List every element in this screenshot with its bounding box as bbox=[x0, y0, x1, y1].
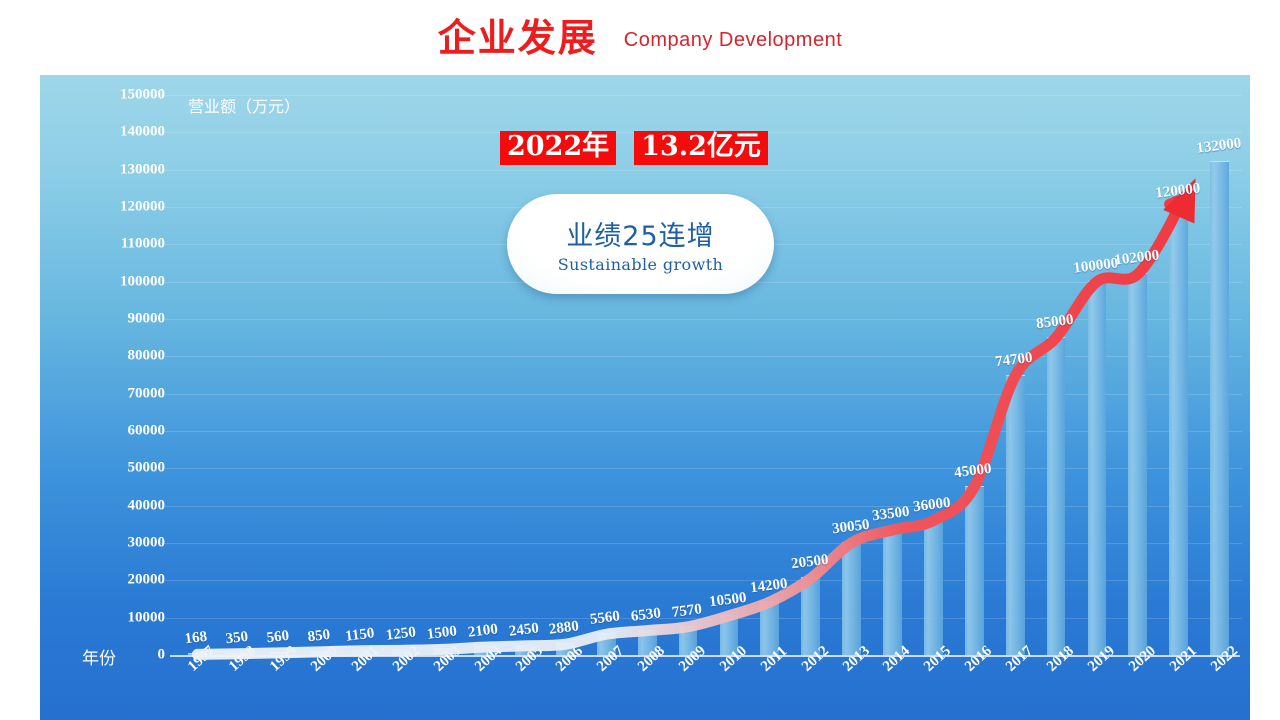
y-axis-tick: 100000 bbox=[120, 273, 165, 290]
gridline bbox=[165, 169, 1242, 171]
y-axis-tick: 0 bbox=[157, 646, 166, 663]
bar bbox=[1169, 206, 1189, 655]
bar bbox=[923, 519, 943, 655]
badge-year: 2022年 bbox=[500, 131, 617, 166]
y-axis-tick: 40000 bbox=[127, 497, 166, 514]
bar-value-label: 7570 bbox=[671, 601, 703, 621]
badge-value: 13.2亿元 bbox=[634, 131, 768, 166]
y-axis-tick: 110000 bbox=[120, 235, 165, 252]
growth-callout: 业绩25连增 Sustainable growth bbox=[507, 194, 774, 294]
bar-value-label: 350 bbox=[225, 628, 250, 648]
y-axis-title: 营业额（万元） bbox=[188, 97, 301, 116]
y-axis-tick: 80000 bbox=[127, 347, 166, 364]
bar-value-label: 2450 bbox=[507, 620, 540, 640]
y-axis-tick: 10000 bbox=[127, 609, 166, 626]
y-axis-tick: 90000 bbox=[127, 310, 166, 327]
highlight-banner: 2022年 13.2亿元 bbox=[500, 131, 768, 166]
bar-value-label: 1150 bbox=[344, 625, 376, 645]
x-axis-title: 年份 bbox=[82, 649, 116, 669]
y-axis-tick: 30000 bbox=[127, 534, 166, 551]
chart-panel: 150000 140000 130000 120000 110000 100000 9000… bbox=[40, 75, 1250, 720]
bar bbox=[842, 541, 861, 655]
y-axis-tick: 150000 bbox=[120, 86, 165, 103]
page-title-english: Company Development bbox=[623, 29, 843, 51]
y-axis-tick: 50000 bbox=[127, 459, 166, 476]
y-axis-tick: 60000 bbox=[127, 422, 166, 439]
bar bbox=[883, 528, 902, 655]
gridline bbox=[165, 95, 1242, 96]
bar bbox=[1087, 280, 1107, 655]
y-axis-tick: 130000 bbox=[120, 161, 165, 178]
bar bbox=[801, 577, 821, 655]
plot-area bbox=[177, 95, 1240, 655]
bar-value-label: 6530 bbox=[630, 604, 662, 625]
y-axis-tick: 20000 bbox=[127, 571, 166, 588]
y-axis-tick: 140000 bbox=[120, 123, 165, 140]
bar-value-label: 850 bbox=[306, 626, 332, 646]
bar bbox=[964, 486, 984, 655]
growth-callout-chinese: 业绩25连增 bbox=[566, 221, 715, 252]
y-axis-tick: 120000 bbox=[120, 198, 165, 215]
page-title-chinese: 企业发展 bbox=[437, 15, 598, 60]
bar bbox=[1005, 375, 1025, 655]
bar bbox=[1128, 273, 1148, 655]
growth-callout-english: Sustainable growth bbox=[557, 255, 724, 274]
y-axis: 150000 140000 130000 120000 110000 100000 9000… bbox=[40, 75, 165, 720]
bar bbox=[1210, 161, 1229, 655]
bar-value-label: 560 bbox=[265, 627, 291, 647]
y-axis-tick: 70000 bbox=[127, 385, 166, 402]
bar bbox=[1046, 336, 1066, 655]
page-header: 企业发展 Company Development bbox=[0, 0, 1280, 75]
bar-value-label: 168 bbox=[184, 629, 209, 648]
